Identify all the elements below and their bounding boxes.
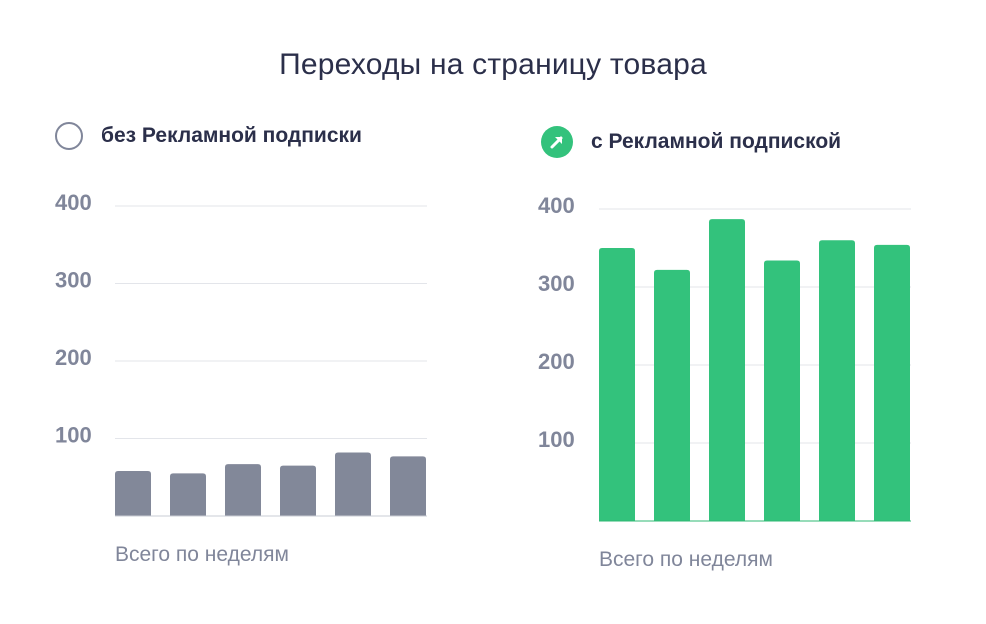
bar-right [764,260,800,521]
chart-title: Переходы на страницу товара [279,48,707,81]
y-tick-label-left: 400 [55,190,92,215]
bar-left [335,452,371,516]
bar-right [819,240,855,521]
bar-left [170,473,206,516]
chart-with-subscription: 100 200 300 400 Всего по неделям [538,193,911,571]
bar-right [709,219,745,521]
bar-right [874,244,910,521]
y-tick-label-right: 300 [538,271,575,296]
bar-right [599,248,635,521]
y-tick-label-right: 200 [538,349,575,374]
bar-left [225,464,261,516]
y-tick-label-right: 400 [538,193,575,218]
bar-left [280,465,316,516]
y-tick-label-left: 300 [55,268,92,293]
y-tick-label-right: 100 [538,427,575,452]
y-tick-label-left: 200 [55,345,92,370]
bar-left [115,471,151,516]
legend-label-right: с Рекламной подпиской [591,130,842,153]
x-axis-label-left: Всего по неделям [115,543,289,566]
legend-without-subscription: без Рекламной подписки [55,122,362,150]
arrow-up-right-icon [541,126,573,158]
x-axis-label-right: Всего по неделям [599,548,773,571]
legend-with-subscription: с Рекламной подпиской [541,126,841,158]
bar-right [654,269,690,521]
legend-label-left: без Рекламной подписки [101,124,362,147]
y-tick-label-left: 100 [55,423,92,448]
chart-without-subscription: 100 200 300 400 Всего по неделям [55,190,427,566]
bar-left [390,456,426,516]
empty-circle-icon [55,122,83,150]
